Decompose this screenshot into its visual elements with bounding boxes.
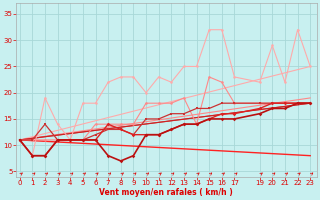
X-axis label: Vent moyen/en rafales ( km/h ): Vent moyen/en rafales ( km/h ) [100,188,233,197]
